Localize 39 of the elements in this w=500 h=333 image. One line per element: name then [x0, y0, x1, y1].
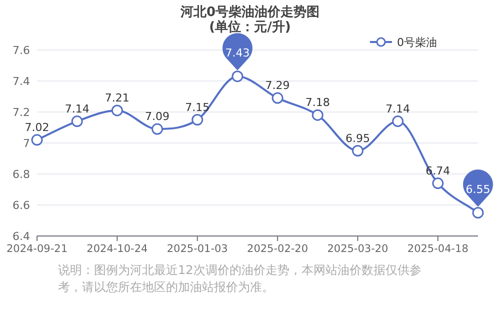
- point: [472, 207, 484, 218]
- data-label: 7.29: [265, 79, 290, 92]
- legend-label: 0号柴油: [397, 36, 437, 49]
- point: [312, 109, 324, 121]
- point: [272, 92, 284, 104]
- point: [392, 116, 404, 128]
- x-tick-label: 2024-10-24: [86, 243, 148, 255]
- x-tick-label: 2025-03-20: [327, 243, 388, 255]
- chart-subtitle: (单位：元/升): [209, 19, 291, 35]
- x-tick-label: 2025-01-03: [166, 243, 228, 255]
- data-label: 7.02: [24, 120, 50, 134]
- data-label: 6.55: [466, 182, 490, 196]
- data-label: 7.09: [145, 110, 170, 124]
- data-label: 7.18: [305, 96, 330, 110]
- x-tick-label: 2024-09-21: [6, 243, 68, 255]
- point: [111, 104, 123, 116]
- text: 说明：图例为河北最近12次调价的油价走势，本网站油价数据仅供参考，请以您所在地区的加油站报价为准。: [58, 262, 422, 296]
- point: [192, 114, 204, 126]
- chart-title: 河北0号柴油油价走势图: [179, 4, 320, 20]
- data-label: 7.43: [225, 46, 250, 60]
- y-tick-label: 6.6: [12, 199, 30, 212]
- x-tick-label: 2025-04-18: [407, 243, 468, 255]
- data-label: 6.95: [345, 132, 370, 145]
- x-tick-label: 2025-02-20: [247, 243, 308, 255]
- point: [152, 123, 164, 135]
- y-tick-label: 7: [23, 137, 30, 150]
- point: [352, 145, 364, 156]
- y-tick-label: 7.2: [12, 106, 30, 119]
- y-tick-label: 7.4: [12, 75, 30, 88]
- y-tick-label: 7.6: [12, 44, 30, 57]
- data-label: 7.14: [386, 102, 410, 116]
- data-label: 7.21: [104, 91, 130, 104]
- data-label: 7.14: [64, 102, 90, 116]
- point: [71, 116, 83, 128]
- y-tick-label: 6.8: [12, 168, 30, 181]
- point: [432, 178, 444, 190]
- y-tick-label: 6.4: [12, 230, 30, 243]
- point: [232, 70, 244, 82]
- point: [31, 134, 43, 146]
